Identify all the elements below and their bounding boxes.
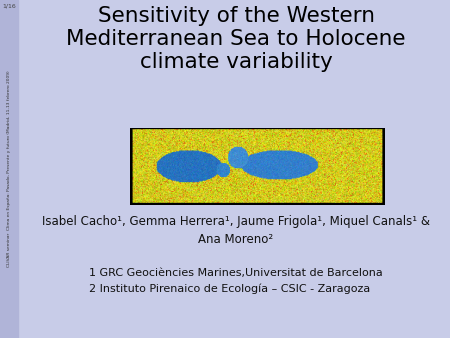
Text: 1 GRC Geociències Marines,Universitat de Barcelona
2 Instituto Pirenaico de Ecol: 1 GRC Geociències Marines,Universitat de…	[89, 268, 383, 294]
Text: CLIVAR seminar  Clima en España: Pasado, Presente y futuro (Madrid, 11-13 febrer: CLIVAR seminar Clima en España: Pasado, …	[7, 71, 11, 267]
Text: Sensitivity of the Western
Mediterranean Sea to Holocene
climate variability: Sensitivity of the Western Mediterranean…	[66, 6, 406, 72]
Text: Isabel Cacho¹, Gemma Herrera¹, Jaume Frigola¹, Miquel Canals¹ &
Ana Moreno²: Isabel Cacho¹, Gemma Herrera¹, Jaume Fri…	[42, 215, 430, 246]
Bar	[0, 0, 18, 338]
Text: 1/16: 1/16	[2, 4, 16, 9]
